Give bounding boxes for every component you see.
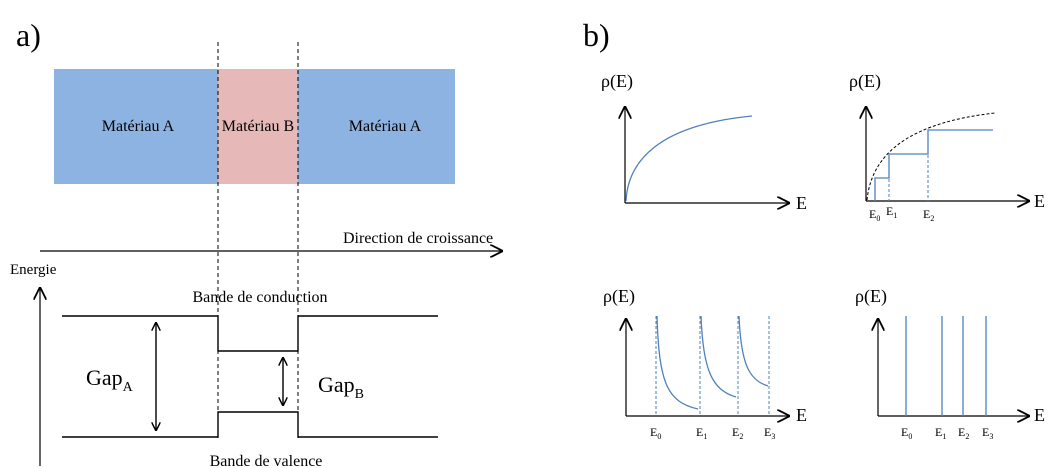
dos-plot-bulk-curve: [625, 115, 753, 202]
dos-plot-quantum-dot: ρ(E) E E0 E1 E2 E3: [855, 286, 1045, 441]
gap-b-label: GapB: [318, 372, 364, 402]
dos-plot-qdot-tick-e2: E2: [958, 425, 969, 441]
dos-plot-qwire-tick-e0: E0: [650, 425, 661, 441]
material-b-label: Matériau B: [222, 118, 294, 135]
growth-direction-label: Direction de croissance: [343, 230, 493, 247]
dos-plot-qwire-tick-e2: E2: [732, 425, 743, 441]
valence-band-edge: [62, 411, 438, 438]
dos-plot-qwire-tick-e1: E1: [696, 425, 707, 441]
dos-plot-bulk-x-label: E: [796, 193, 807, 213]
dos-plot-qw-tick-e2: E2: [923, 207, 934, 223]
valence-band-label: Bande de valence: [210, 453, 323, 468]
material-a-left-label: Matériau A: [102, 118, 175, 135]
dos-plot-qdot-x-label: E: [1034, 405, 1045, 425]
panel-a: a) Matériau A Matériau B Matériau A Dire…: [10, 17, 503, 468]
material-a-right-block: [298, 69, 455, 184]
material-b-block: [218, 69, 298, 184]
energy-axis-label: Energie: [10, 262, 57, 278]
dos-plot-qwire-curve-1: [656, 315, 699, 410]
material-a-left-block: [54, 69, 218, 184]
dos-plot-qwire-curve-3: [738, 315, 769, 387]
dos-plot-qw-steps: [874, 129, 993, 201]
dos-plot-qdot-y-label: ρ(E): [855, 286, 887, 307]
dos-plot-qdot-tick-e1: E1: [935, 425, 946, 441]
dos-plot-bulk: ρ(E) E: [601, 71, 807, 213]
dos-plot-qw-tick-e0: E0: [869, 207, 880, 223]
dos-plot-qw-envelope: [866, 112, 996, 201]
dos-plot-quantum-wire: ρ(E) E E0 E1 E2 E3: [603, 286, 807, 441]
conduction-band-label: Bande de conduction: [192, 289, 327, 306]
dos-plot-qwire-tick-e3: E3: [764, 425, 775, 441]
panel-a-label: a): [16, 17, 41, 53]
dos-plot-qw-tick-e1: E1: [886, 204, 897, 220]
dos-plot-qw-x-label: E: [1034, 191, 1045, 211]
conduction-band-edge: [62, 315, 438, 352]
dos-plot-qwire-y-label: ρ(E): [603, 286, 635, 307]
material-a-right-label: Matériau A: [349, 118, 422, 135]
dos-plot-qdot-tick-e3: E3: [982, 425, 993, 441]
panel-b: b) ρ(E) E ρ(E) E E0 E1 E2 ρ(E): [583, 17, 1045, 441]
dos-plot-qwire-curve-2: [700, 315, 737, 398]
dos-plot-quantum-well: ρ(E) E E0 E1 E2: [849, 71, 1045, 223]
panel-b-label: b): [583, 17, 610, 53]
dos-plot-qw-y-label: ρ(E): [849, 71, 881, 92]
gap-a-label: GapA: [86, 365, 134, 395]
dos-plot-qdot-tick-e0: E0: [901, 425, 912, 441]
dos-plot-qwire-x-label: E: [796, 405, 807, 425]
dos-plot-bulk-y-label: ρ(E): [601, 71, 633, 92]
